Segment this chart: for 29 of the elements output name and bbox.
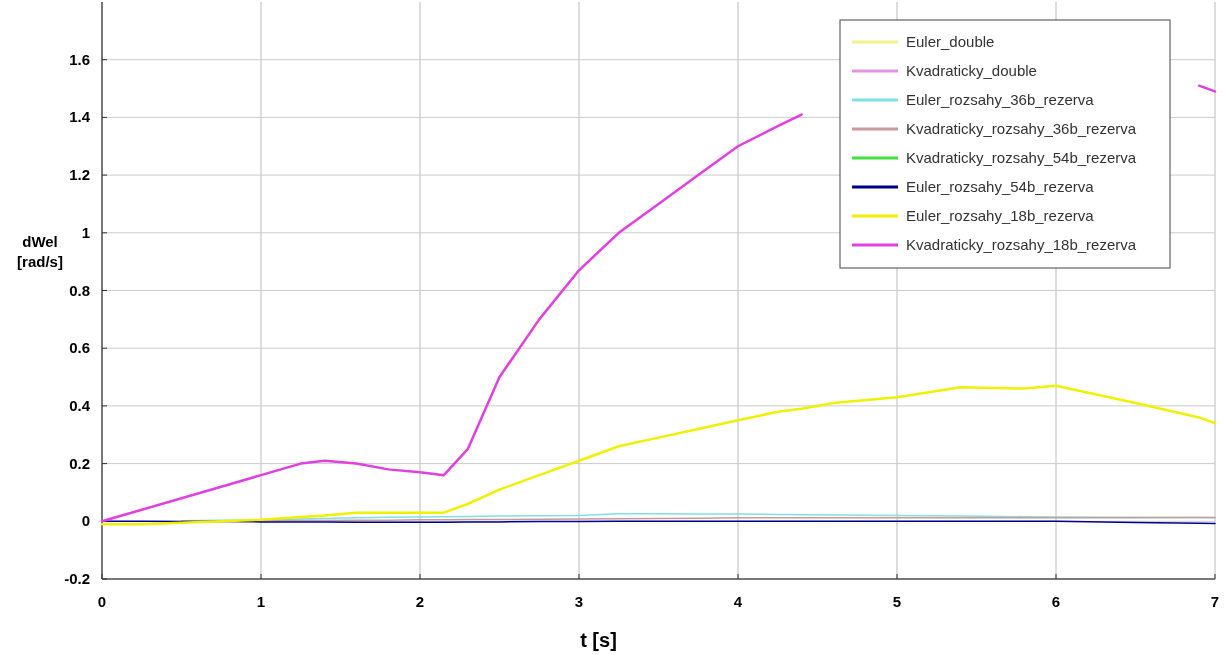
y-tick-label: 1.6 [69, 50, 90, 68]
y-tick-label: 0.8 [69, 281, 90, 299]
y-tick-label: 0 [81, 512, 90, 530]
y-tick-label: -0.2 [64, 570, 90, 587]
y-tick-label: 0.4 [69, 396, 91, 414]
legend-label: Kvadraticky_rozsahy_54b_rezerva [906, 149, 1137, 166]
x-tick-label: 7 [1210, 593, 1220, 610]
y-tick-label: 0.6 [69, 339, 90, 357]
y-tick-label: 1.4 [69, 108, 91, 126]
legend-label: Euler_rozsahy_18b_rezerva [906, 207, 1095, 224]
y-tick-label: 0.2 [69, 454, 90, 472]
y-axis-title: dWel [rad/s] [17, 233, 63, 271]
legend-label: Euler_rozsahy_36b_rezerva [906, 91, 1095, 108]
legend-label: Kvadraticky_double [906, 62, 1037, 79]
x-tick-label: 3 [574, 593, 584, 610]
x-tick-label: 2 [415, 593, 425, 610]
x-tick-label: 0 [97, 593, 107, 610]
legend-label: Euler_rozsahy_54b_rezerva [906, 178, 1095, 195]
legend-label: Euler_double [906, 33, 995, 50]
x-tick-label: 1 [256, 593, 266, 610]
legend-label: Kvadraticky_rozsahy_36b_rezerva [906, 120, 1137, 137]
legend-label: Kvadraticky_rozsahy_18b_rezerva [906, 236, 1137, 253]
line-series [100, 384, 1217, 526]
x-tick-label: 5 [892, 593, 902, 610]
x-tick-label: 4 [733, 593, 743, 610]
x-axis-title: t [s] [580, 629, 617, 651]
x-tick-label: 6 [1051, 593, 1061, 610]
y-tick-label: 1.2 [69, 166, 90, 184]
y-tick-label: 1 [81, 223, 90, 241]
